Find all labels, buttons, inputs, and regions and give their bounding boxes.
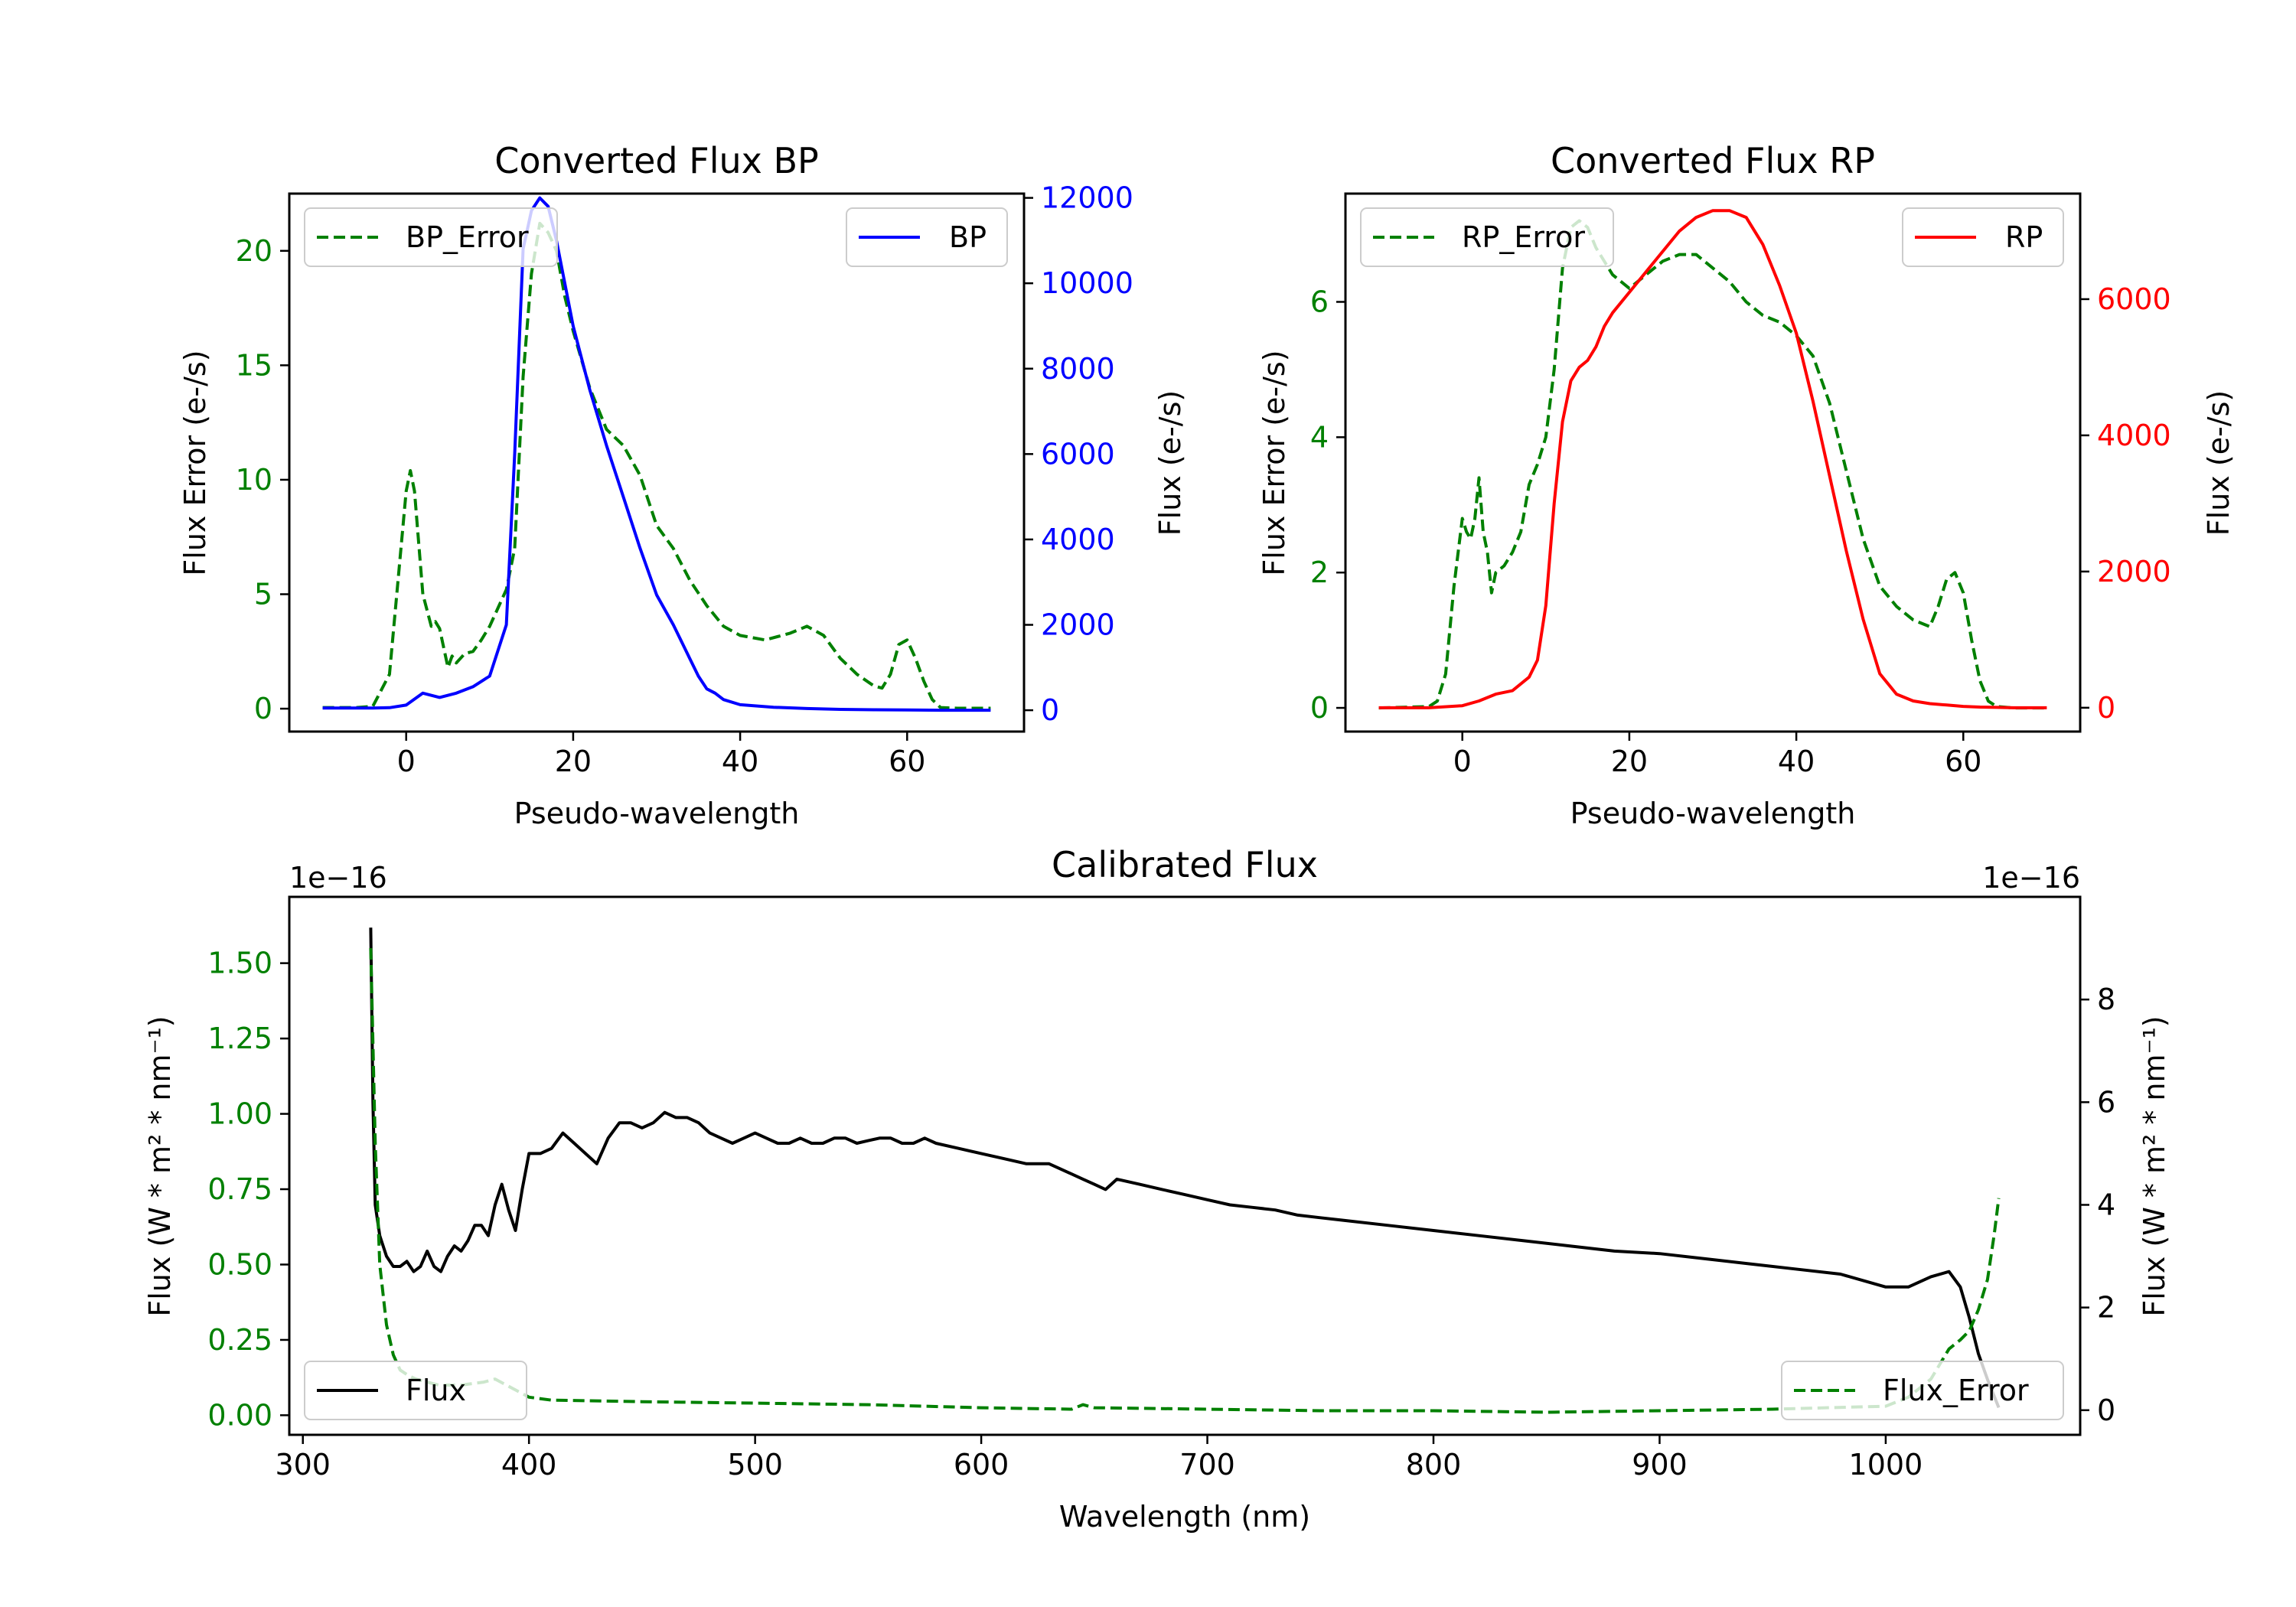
calibrated-plot-frame	[288, 895, 2082, 1436]
bp-x-tick-label: 40	[722, 745, 758, 778]
rp-right-tick-label: 2000	[2097, 555, 2171, 588]
rp-x-tick-label: 60	[1945, 745, 1981, 778]
calibrated-x-tick-label: 800	[1406, 1448, 1462, 1482]
calibrated-left-tick-label: 1.00	[207, 1097, 272, 1131]
bp-left-tick-label: 15	[236, 348, 272, 382]
bp-left-tick-label: 5	[254, 578, 272, 611]
bp-right-tick-label: 0	[1041, 693, 1059, 727]
rp-x-axis-label: Pseudo-wavelength	[1570, 797, 1856, 830]
calibrated-right-tick-label: 8	[2097, 983, 2115, 1016]
calibrated-right-tick-label: 0	[2097, 1393, 2115, 1427]
rp-error-legend: RP_Error	[1360, 207, 1614, 267]
flux-legend: Flux	[304, 1361, 527, 1420]
calibrated-right-tick-label: 4	[2097, 1188, 2115, 1221]
rp-rp-line	[1378, 209, 2047, 709]
rp-left-tick-label: 6	[1310, 285, 1329, 318]
calibrated-x-tick-label: 900	[1632, 1448, 1688, 1482]
bp-left-tick-label: 20	[236, 234, 272, 268]
rp-left-axis-label: Flux Error (e-/s)	[1257, 350, 1291, 575]
calibrated-x-axis-label: Wavelength (nm)	[1059, 1500, 1310, 1534]
rp-left-tick-label: 4	[1310, 420, 1329, 454]
bp-right-axis-label: Flux (e-/s)	[1153, 390, 1187, 536]
bp-error-legend-box	[304, 207, 558, 267]
calibrated-x-tick-label: 500	[727, 1448, 783, 1482]
flux-error-legend-box	[1781, 1361, 2064, 1420]
rp-right-axis-label: Flux (e-/s)	[2202, 390, 2236, 536]
bp-error-legend: BP_Error	[304, 207, 558, 267]
bp-right-tick-label: 10000	[1041, 266, 1133, 300]
calibrated-x-tick-label: 1000	[1849, 1448, 1923, 1482]
rp-x-tick-label: 40	[1778, 745, 1815, 778]
flux-legend-box	[304, 1361, 527, 1420]
bp-right-tick-label: 12000	[1041, 181, 1133, 215]
calibrated-left-tick-label: 0.00	[207, 1398, 272, 1432]
calibrated-x-tick-label: 300	[275, 1448, 331, 1482]
calibrated-left-axis-label: Flux (W * m² * nm⁻¹)	[143, 1015, 177, 1316]
calibrated-right-offset-label: 1e−16	[1982, 861, 2080, 895]
calibrated-left-offset-label: 1e−16	[289, 861, 387, 895]
rp-error-legend-box	[1360, 207, 1614, 267]
rp-x-tick-label: 20	[1611, 745, 1648, 778]
calibrated-right-axis-label: Flux (W * m² * nm⁻¹)	[2138, 1015, 2171, 1316]
rp-legend: RP	[1902, 207, 2064, 267]
calibrated-x-tick-label: 700	[1179, 1448, 1235, 1482]
bp-left-axis-label: Flux Error (e-/s)	[178, 350, 212, 575]
bp-legend-label: BP	[949, 220, 987, 254]
flux-legend-label: Flux	[406, 1374, 466, 1407]
rp-chart-title: Converted Flux RP	[1551, 140, 1875, 181]
rp-right-tick-label: 4000	[2097, 419, 2171, 452]
bp-error-legend-label: BP_Error	[406, 220, 529, 254]
rp-right-tick-label: 0	[2097, 691, 2115, 725]
bp-right-tick-label: 8000	[1041, 352, 1115, 386]
rp-legend-label: RP	[2005, 220, 2043, 254]
bp-x-tick-label: 60	[889, 745, 925, 778]
flux-error-legend: Flux_Error	[1781, 1361, 2064, 1420]
calibrated-left-tick-label: 1.25	[207, 1022, 272, 1055]
bp-chart: Converted Flux BP 0 20 40 60 0 5 10 15 20 0 2000…	[178, 140, 1187, 830]
calibrated-right-tick-label: 6	[2097, 1085, 2115, 1119]
bp-bp-line	[322, 196, 991, 712]
bp-legend-box	[846, 207, 1008, 267]
bp-left-tick-label: 10	[236, 463, 272, 497]
rp-right-tick-label: 6000	[2097, 282, 2171, 316]
rp-x-tick-label: 0	[1453, 745, 1472, 778]
bp-right-tick-label: 4000	[1041, 523, 1115, 556]
calibrated-x-tick-label: 600	[954, 1448, 1009, 1482]
bp-x-tick-label: 20	[555, 745, 592, 778]
bp-x-axis-label: Pseudo-wavelength	[514, 797, 800, 830]
calibrated-left-tick-label: 0.25	[207, 1323, 272, 1357]
rp-plot-frame	[1344, 192, 2082, 733]
calibrated-left-tick-label: 0.50	[207, 1247, 272, 1281]
bp-plot-frame	[288, 192, 1026, 733]
calibrated-right-tick-label: 2	[2097, 1291, 2115, 1325]
calibrated-left-tick-label: 1.50	[207, 947, 272, 980]
calibrated-left-tick-label: 0.75	[207, 1172, 272, 1206]
rp-legend-box	[1902, 207, 2064, 267]
bp-left-tick-label: 0	[254, 692, 272, 725]
rp-left-tick-label: 2	[1310, 556, 1329, 589]
flux-error-legend-label: Flux_Error	[1883, 1374, 2029, 1407]
calibrated-chart-title: Calibrated Flux	[1052, 844, 1318, 885]
bp-right-tick-label: 6000	[1041, 437, 1115, 471]
calibrated-flux-chart: Calibrated Flux 1e−16 1e−16 300 400 500 600…	[143, 844, 2171, 1534]
rp-chart: Converted Flux RP 0 20 40 60 0 2 4 6 0 2000 4000…	[1257, 140, 2236, 830]
calibrated-flux-line	[369, 927, 2001, 1409]
bp-chart-title: Converted Flux BP	[494, 140, 819, 181]
bp-right-tick-label: 2000	[1041, 608, 1115, 642]
bp-legend: BP	[846, 207, 1008, 267]
bp-x-tick-label: 0	[397, 745, 416, 778]
rp-left-tick-label: 0	[1310, 691, 1329, 725]
rp-error-legend-label: RP_Error	[1462, 220, 1585, 254]
calibrated-x-tick-label: 400	[501, 1448, 557, 1482]
